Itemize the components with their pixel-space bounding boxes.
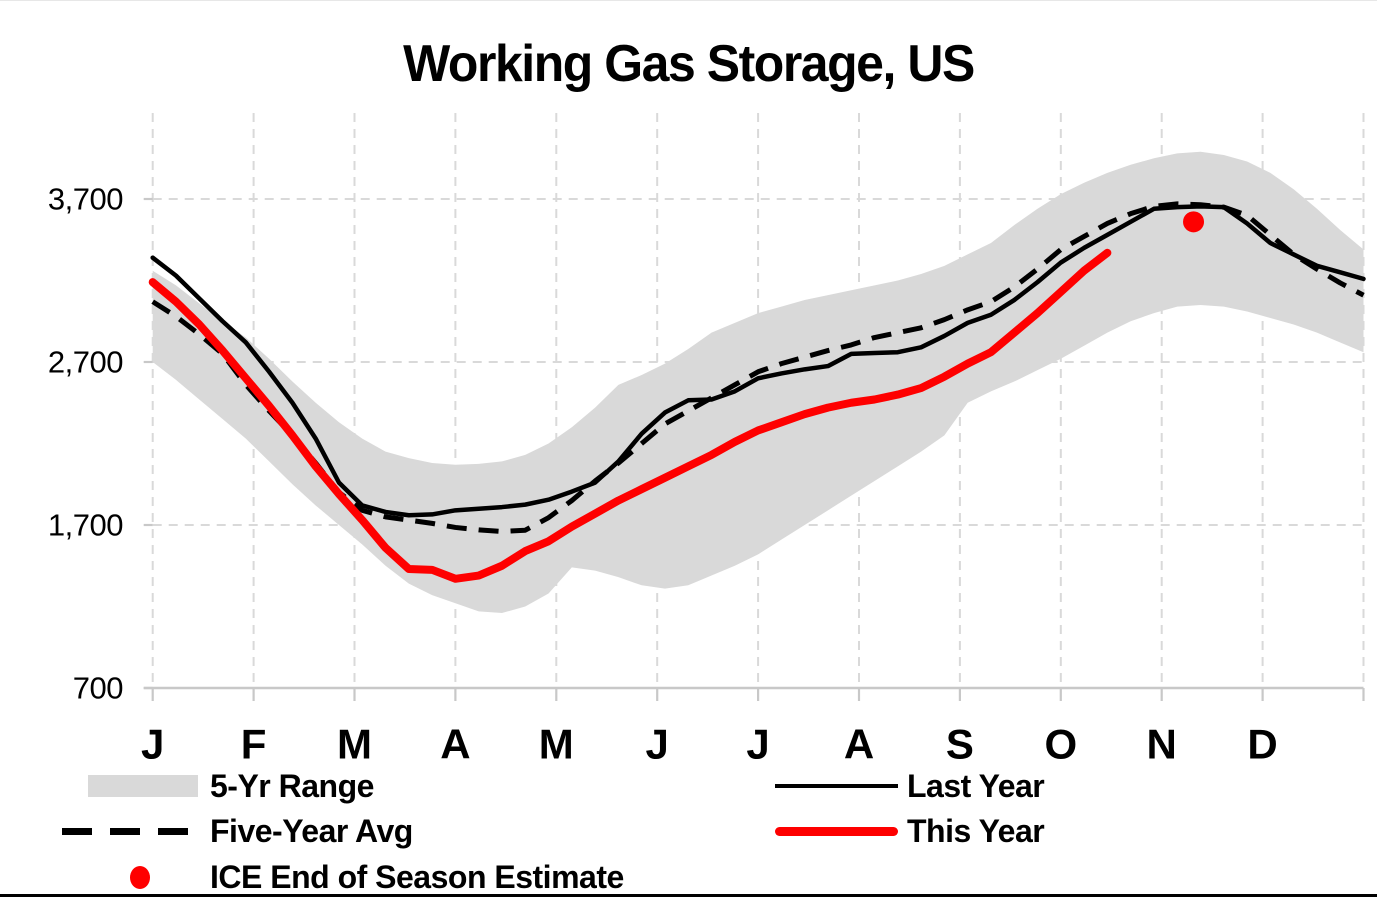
legend-item-five-year-avg: Five-Year Avg xyxy=(62,810,413,852)
x-axis-month-label: F xyxy=(241,721,267,768)
last-year-line xyxy=(150,204,1366,518)
legend-item-this-year: This Year xyxy=(775,810,1045,852)
legend-label-five-year-avg: Five-Year Avg xyxy=(210,812,413,849)
5yr-range-swatch-icon xyxy=(88,775,198,797)
x-axis-month-label: J xyxy=(141,721,164,768)
x-axis-month-label: N xyxy=(1147,721,1177,768)
legend-label-ice-estimate: ICE End of Season Estimate xyxy=(210,858,624,895)
this-year-line xyxy=(148,248,1112,583)
legend-label-this-year: This Year xyxy=(907,812,1045,849)
x-axis-month-label: M xyxy=(337,721,372,768)
x-axis-month-label: S xyxy=(946,721,974,768)
screenshot-top-border xyxy=(0,0,1377,1)
legend-label-5yr-range: 5-Yr Range xyxy=(210,767,374,804)
ice-estimate-dot xyxy=(1183,211,1205,233)
last-year-line-icon xyxy=(775,784,898,788)
five-year-avg-line xyxy=(151,201,1365,535)
screenshot-bottom-border xyxy=(0,894,1377,897)
ice-estimate-dot-icon xyxy=(130,865,150,889)
legend-item-ice-estimate: ICE End of Season Estimate xyxy=(130,856,624,898)
x-axis-month-label: A xyxy=(440,721,470,768)
x-axis-month-label: O xyxy=(1044,721,1077,768)
this-year-line-icon xyxy=(775,826,898,836)
y-axis-tick-label: 3,700 xyxy=(48,182,123,217)
x-axis-month-label: A xyxy=(844,721,874,768)
x-axis-month-label: M xyxy=(539,721,574,768)
y-axis-tick-label: 1,700 xyxy=(48,508,123,543)
x-axis-month-label: J xyxy=(746,721,769,768)
five-yr-range-band xyxy=(152,151,1364,614)
legend-label-last-year: Last Year xyxy=(907,767,1045,804)
x-axis-month-label: J xyxy=(646,721,669,768)
legend-item-last-year: Last Year xyxy=(775,765,1045,807)
y-axis-tick-label: 700 xyxy=(73,671,123,706)
legend-item-5yr-range: 5-Yr Range xyxy=(88,765,374,807)
five-year-avg-dashed-line-icon xyxy=(62,827,198,835)
x-axis-month-label: D xyxy=(1247,721,1277,768)
chart-title: Working Gas Storage, US xyxy=(403,35,975,93)
y-axis-tick-label: 2,700 xyxy=(48,345,123,380)
